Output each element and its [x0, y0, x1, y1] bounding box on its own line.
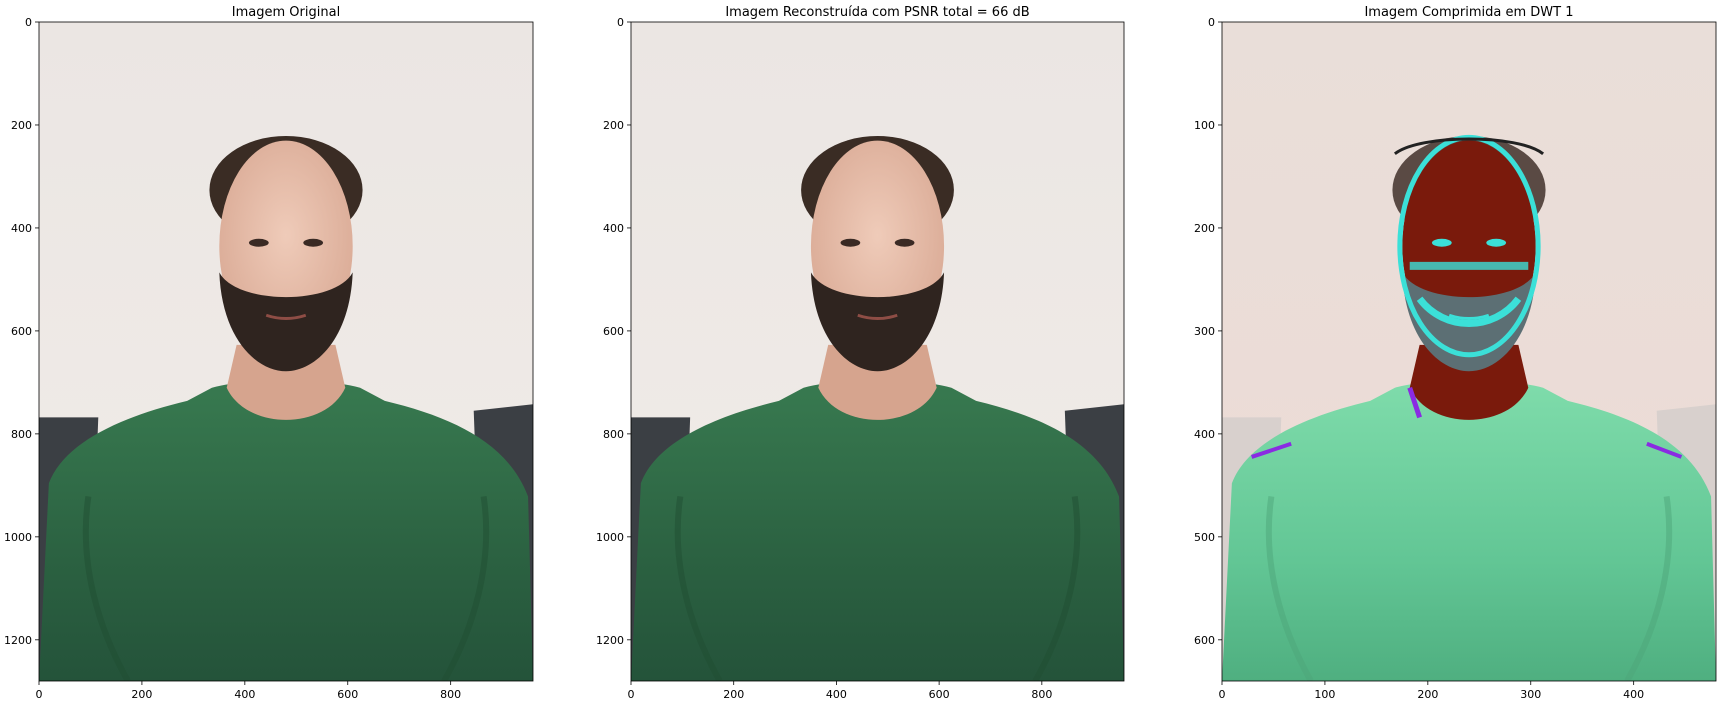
neck [818, 344, 937, 420]
x-tick-label: 200 [131, 688, 152, 701]
x-tick-label: 800 [1031, 688, 1052, 701]
y-tick-label: 500 [1194, 531, 1215, 544]
y-tick-label: 600 [1194, 634, 1215, 647]
panel-title: Imagem Reconstruída com PSNR total = 66 … [725, 5, 1029, 20]
y-tick-label: 1000 [4, 531, 32, 544]
dwt-artifact [1407, 386, 1422, 419]
panel-title: Imagem Comprimida em DWT 1 [1364, 5, 1573, 20]
neck [226, 344, 346, 420]
shirt [1222, 380, 1716, 681]
y-tick-label: 0 [617, 16, 624, 29]
dwt-artifact [1251, 441, 1292, 459]
y-tick-label: 100 [1194, 119, 1215, 132]
x-tick-label: 400 [1623, 688, 1644, 701]
x-tick-label: 600 [337, 688, 358, 701]
mouth [265, 313, 307, 321]
y-tick-label: 400 [603, 222, 624, 235]
sleeve-fold-left [82, 496, 131, 681]
mouth [857, 313, 898, 321]
mouth [1448, 313, 1490, 321]
y-tick-label: 1200 [4, 634, 32, 647]
eye-left [248, 238, 269, 247]
x-tick-label: 200 [723, 688, 744, 701]
dwt-beard-edge [1416, 296, 1522, 327]
y-tick-label: 200 [1194, 222, 1215, 235]
y-tick-label: 0 [25, 16, 32, 29]
y-tick-label: 400 [1194, 428, 1215, 441]
x-tick-label: 600 [929, 688, 950, 701]
panel-original: Imagem Original 0 200 400 600 800 0 200 400 600 80… [4, 5, 534, 701]
sleeve-fold-right [1032, 496, 1081, 681]
y-tick-label: 1200 [596, 634, 624, 647]
neck [1409, 344, 1529, 420]
y-tick-label: 600 [603, 325, 624, 338]
eye-right [303, 238, 324, 247]
sleeve-fold-left [1265, 496, 1314, 681]
x-tick-label: 100 [1314, 688, 1335, 701]
axes-frame [38, 21, 534, 682]
x-tick-label: 0 [1219, 688, 1226, 701]
eye-left [1431, 238, 1452, 247]
x-tick-label: 300 [1520, 688, 1541, 701]
y-tick-label: 800 [11, 428, 32, 441]
axes-frame [630, 21, 1125, 682]
y-tick-label: 400 [11, 222, 32, 235]
beard [219, 272, 353, 372]
x-tick-label: 0 [36, 688, 43, 701]
panel-dwt: Imagem Comprimida em DWT 1 0 100 200 300 400 0… [1194, 5, 1717, 701]
eye-left [840, 238, 861, 247]
y-tick-label: 800 [603, 428, 624, 441]
dwt-face-edge [1397, 134, 1541, 358]
y-tick-label: 200 [11, 119, 32, 132]
x-tick-label: 800 [440, 688, 461, 701]
beard [810, 272, 945, 372]
x-tick-label: 400 [234, 688, 255, 701]
shirt [39, 380, 533, 681]
shirt [631, 380, 1124, 681]
dwt-hair-edge [1393, 137, 1545, 156]
dwt-artifact [1646, 441, 1683, 459]
axes-frame [1221, 21, 1717, 682]
sleeve-fold-left [674, 496, 723, 681]
x-tick-label: 200 [1417, 688, 1438, 701]
y-tick-label: 300 [1194, 325, 1215, 338]
y-tick-label: 1000 [596, 531, 624, 544]
y-tick-label: 600 [11, 325, 32, 338]
x-tick-label: 400 [826, 688, 847, 701]
panel-reconstructed: Imagem Reconstruída com PSNR total = 66 … [596, 5, 1125, 701]
sleeve-fold-right [441, 496, 490, 681]
eye-right [894, 238, 915, 247]
panel-title: Imagem Original [232, 5, 340, 20]
eye-right [1486, 238, 1507, 247]
y-tick-label: 200 [603, 119, 624, 132]
x-tick-label: 0 [628, 688, 635, 701]
sleeve-fold-right [1624, 496, 1673, 681]
y-tick-label: 0 [1208, 16, 1215, 29]
